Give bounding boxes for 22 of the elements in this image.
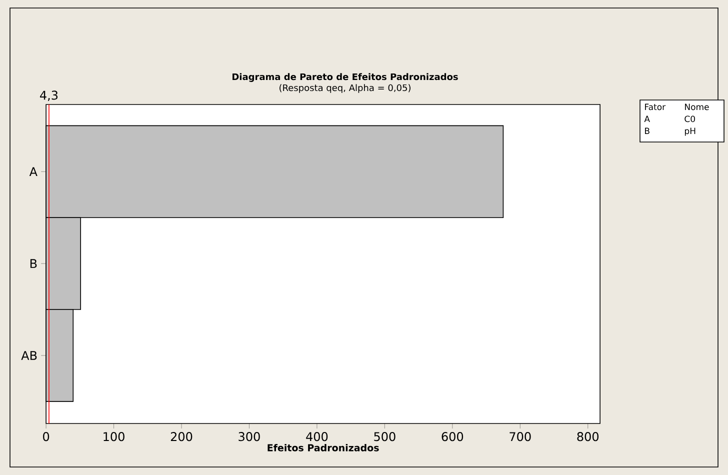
x-tick-label: 400	[306, 432, 328, 442]
x-tick-label: 800	[577, 432, 599, 442]
chart-subtitle: (Resposta qeq, Alpha = 0,05)	[280, 84, 410, 93]
x-tick-label: 500	[374, 432, 396, 442]
x-tick-label: 100	[104, 432, 124, 442]
text: B	[645, 128, 650, 134]
y-tick-label: B	[30, 259, 37, 268]
text: Fator	[645, 104, 666, 110]
text: A	[644, 116, 650, 122]
chart-title: Diagrama de Pareto de Efeitos Padronizados	[232, 73, 458, 82]
x-axis-title: Efeitos Padronizados	[268, 444, 379, 452]
x-tick-label: 200	[170, 432, 192, 442]
text: pH	[684, 128, 696, 136]
text: C0	[684, 116, 695, 122]
text: Nome	[685, 104, 709, 110]
x-tick-label: 0	[43, 432, 50, 442]
y-tick-label: A	[29, 167, 38, 176]
x-tick-label: 300	[238, 432, 260, 442]
y-tick-label: AB	[21, 351, 37, 360]
x-tick-label: 700	[510, 432, 531, 442]
x-tick-label: 600	[442, 432, 464, 442]
ref-line-label: 4,3	[40, 90, 58, 101]
